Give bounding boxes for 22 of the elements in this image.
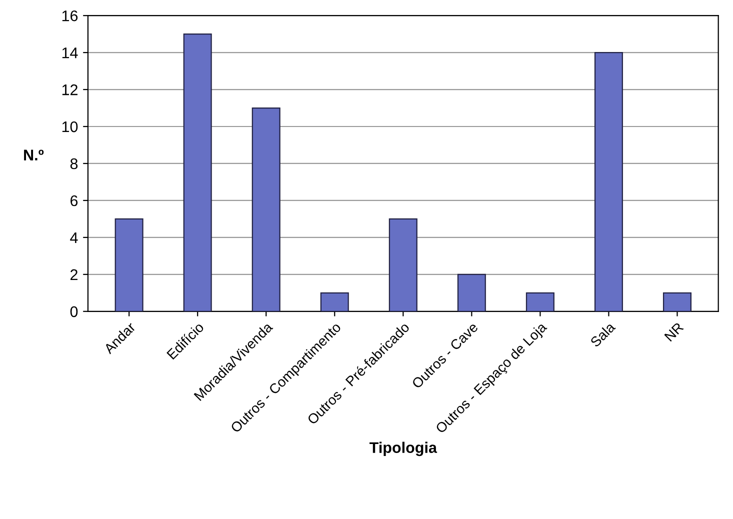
y-tick-label: 4 — [70, 232, 78, 243]
y-tick-label: 8 — [70, 158, 78, 170]
bar — [594, 52, 623, 312]
x-axis-title: Tipologia — [370, 442, 438, 456]
x-tick-label: Sala — [590, 321, 616, 348]
y-tick-label: 0 — [70, 306, 78, 318]
y-tick-label: 2 — [70, 269, 78, 280]
y-tick-label: 6 — [70, 195, 78, 206]
bar — [388, 218, 418, 312]
y-tick-label: 12 — [62, 84, 78, 96]
bar — [252, 107, 280, 312]
y-tick-label: 10 — [62, 121, 78, 132]
bar — [457, 274, 486, 312]
bar — [183, 34, 212, 312]
y-tick-label: 14 — [62, 48, 78, 58]
bar — [114, 218, 144, 312]
y-axis-title: N.º — [24, 150, 44, 160]
bar — [662, 292, 692, 312]
x-tick-label: NR — [664, 322, 684, 342]
y-tick-label: 16 — [62, 10, 78, 22]
bar — [526, 292, 554, 312]
bar — [320, 292, 349, 312]
